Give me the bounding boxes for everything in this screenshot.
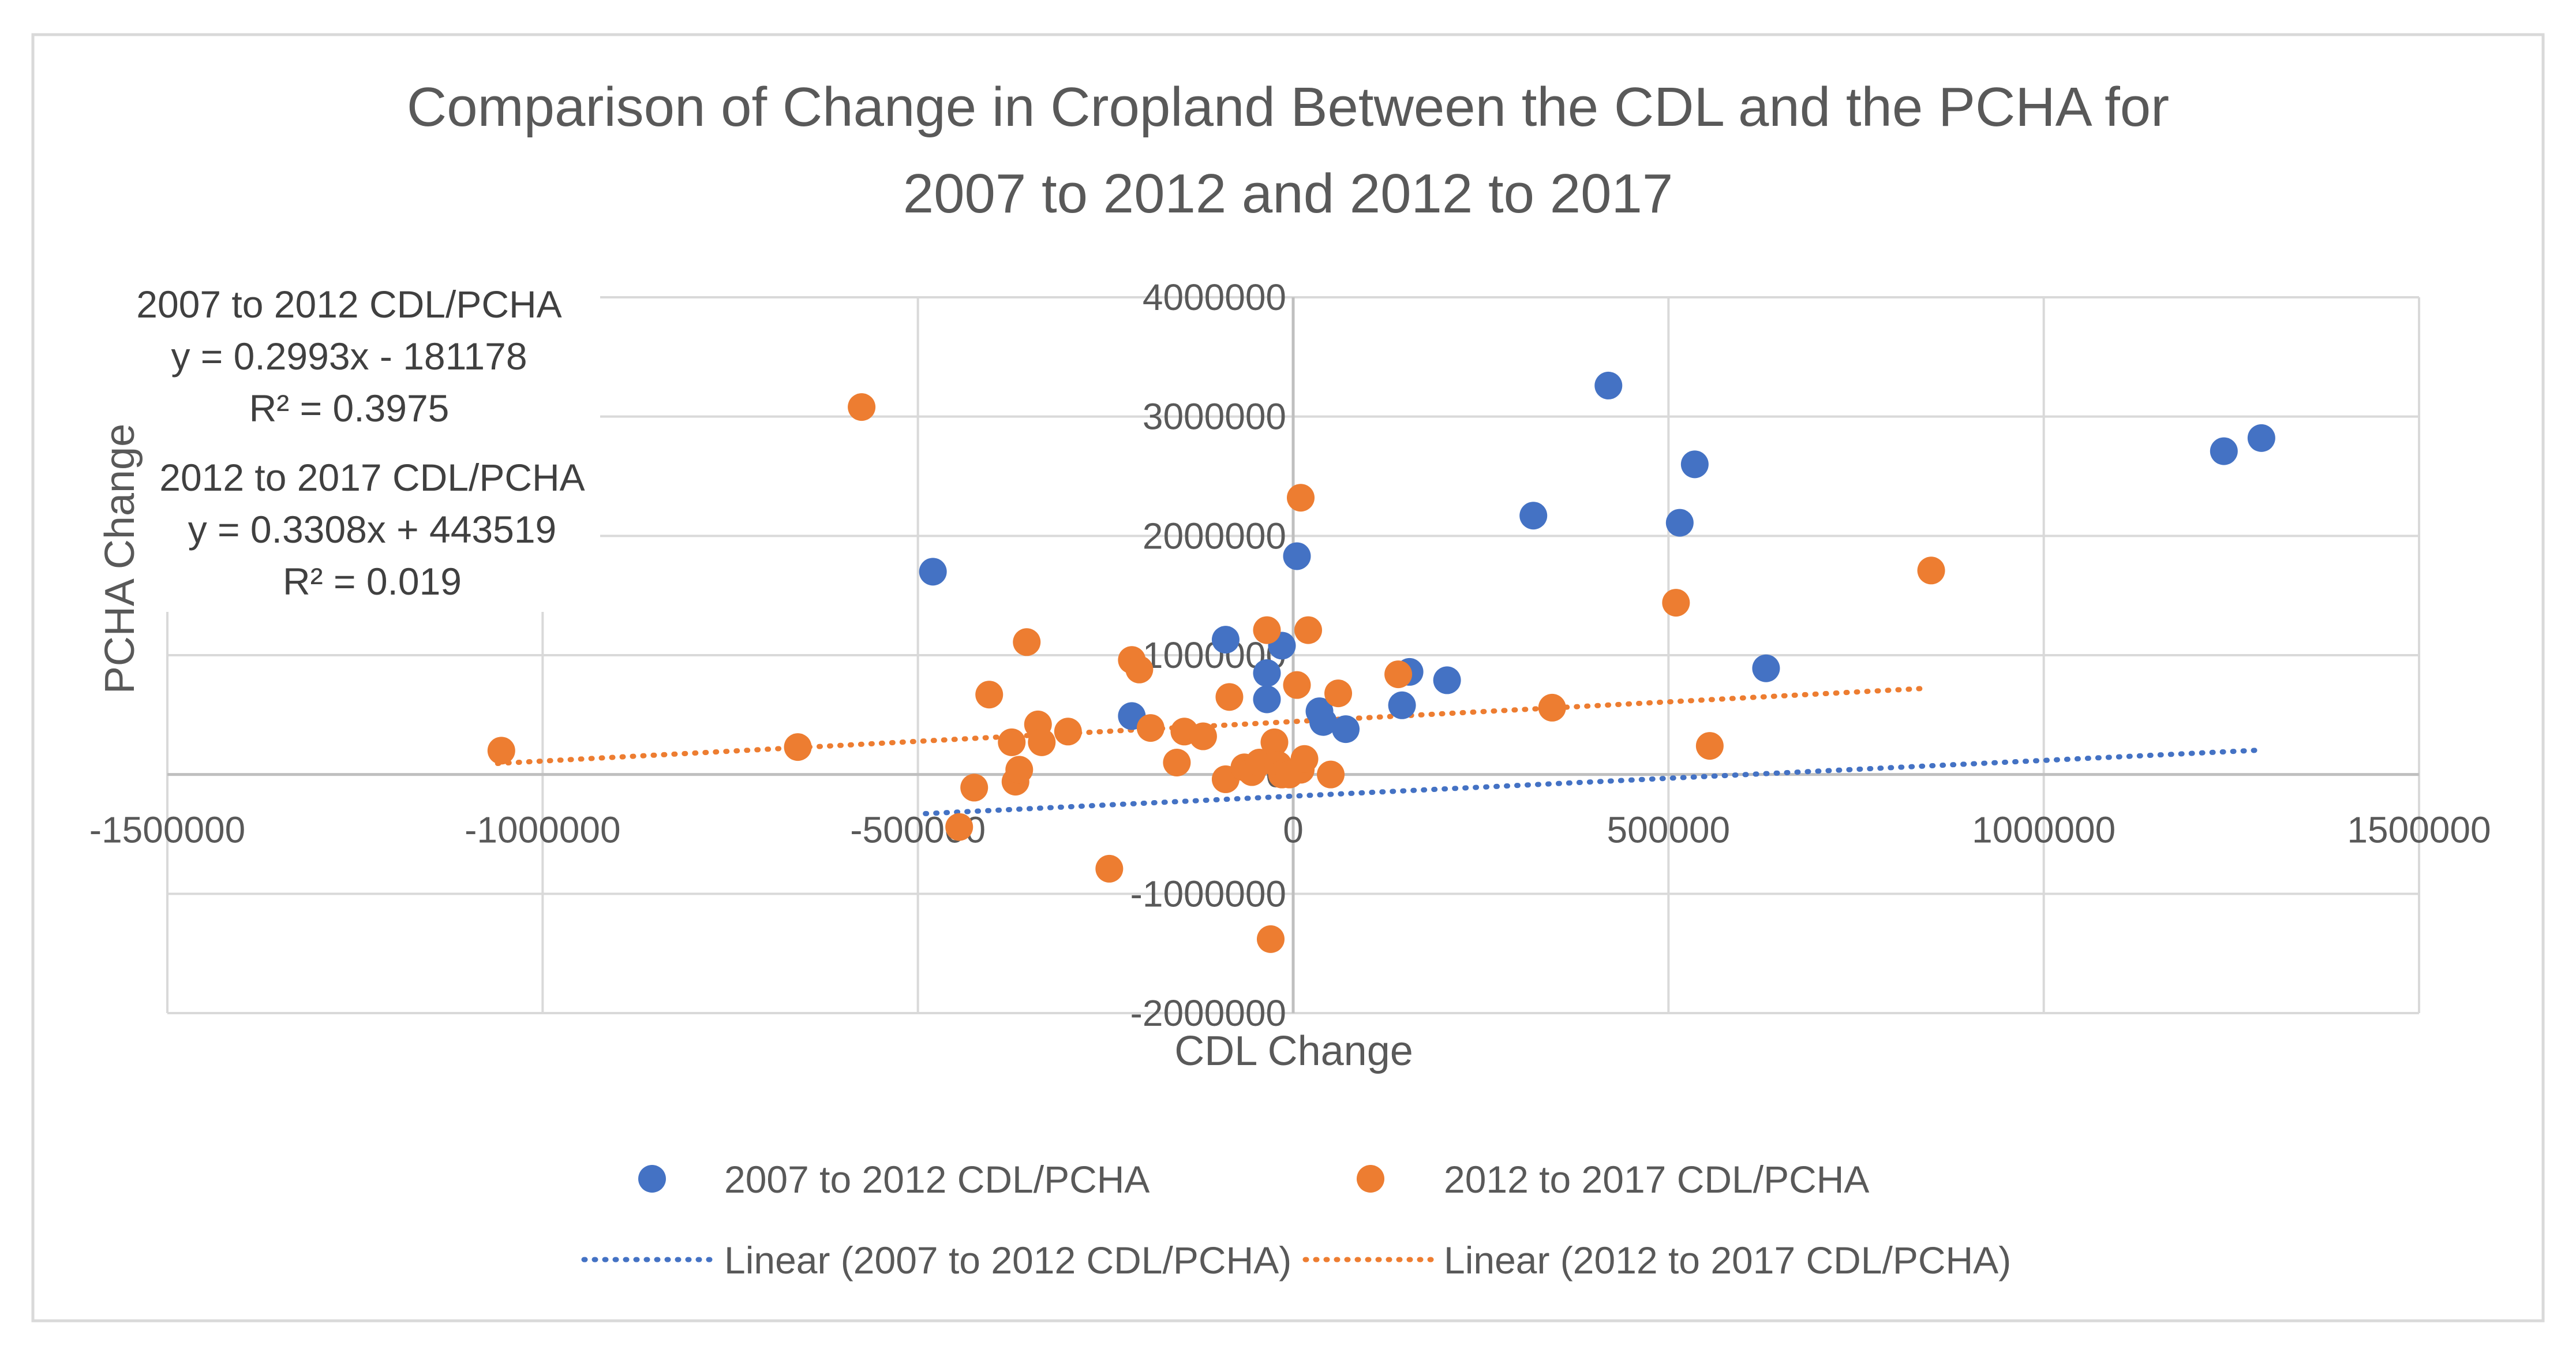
y-tick-label: 2000000 (1143, 515, 1286, 556)
data-point-series-1 (1332, 715, 1360, 744)
x-tick-label: -1500000 (89, 809, 245, 851)
data-point-series-2 (1253, 616, 1281, 644)
trendline-annotations: 2007 to 2012 CDL/PCHA y = 0.2993x - 1811… (136, 283, 585, 603)
x-tick-label: 1500000 (2347, 809, 2491, 851)
chart-title-line-1: Comparison of Change in Cropland Between… (407, 76, 2169, 138)
data-point-series-1 (1680, 450, 1709, 479)
annotation-series-2-r2: R² = 0.019 (283, 560, 462, 603)
data-point-series-2 (1662, 589, 1690, 617)
data-point-series-1 (1211, 626, 1240, 654)
legend-label-series-2: 2012 to 2017 CDL/PCHA (1444, 1158, 1869, 1201)
y-axis-label: PCHA Change (97, 424, 143, 694)
data-point-series-1 (1519, 502, 1548, 530)
data-point-series-1 (1253, 659, 1281, 687)
data-point-series-2 (945, 813, 974, 841)
legend-marker-series-2 (1357, 1165, 1384, 1193)
annotation-series-1-equation: y = 0.2993x - 181178 (171, 335, 527, 378)
data-point-series-1 (1253, 685, 1281, 714)
data-point-series-2 (1695, 732, 1724, 760)
data-points (487, 371, 2275, 953)
annotation-series-2-name: 2012 to 2017 CDL/PCHA (159, 456, 585, 499)
x-tick-label: 1000000 (1972, 809, 2116, 851)
trendline-series-1 (923, 747, 2264, 816)
data-point-series-2 (1324, 679, 1353, 708)
legend-label-trend-1: Linear (2007 to 2012 CDL/PCHA) (724, 1239, 1291, 1282)
data-point-series-2 (1290, 745, 1319, 773)
data-point-series-1 (1752, 654, 1780, 682)
y-tick-label: -2000000 (1130, 992, 1286, 1034)
data-point-series-2 (1095, 854, 1124, 883)
data-point-series-2 (1054, 718, 1082, 746)
data-point-series-2 (487, 737, 515, 765)
annotation-series-2-equation: y = 0.3308x + 443519 (188, 508, 557, 551)
data-point-series-1 (919, 558, 947, 586)
data-point-series-1 (1388, 691, 1416, 719)
data-point-series-2 (1189, 722, 1217, 750)
trendlines (495, 686, 2264, 816)
data-point-series-2 (975, 681, 1004, 709)
legend-label-trend-2: Linear (2012 to 2017 CDL/PCHA) (1444, 1239, 2011, 1282)
data-point-series-2 (1215, 683, 1244, 711)
data-point-series-2 (1917, 556, 1945, 585)
data-point-series-2 (1005, 756, 1034, 784)
chart-title-line-2: 2007 to 2012 and 2012 to 2017 (903, 163, 1673, 225)
data-point-series-2 (1125, 655, 1154, 683)
data-point-series-1 (1309, 708, 1338, 736)
y-tick-label: -1000000 (1130, 873, 1286, 914)
data-point-series-2 (784, 733, 812, 761)
legend-marker-series-1 (638, 1165, 666, 1193)
x-tick-label: 500000 (1607, 809, 1731, 851)
data-point-series-2 (1317, 760, 1345, 789)
data-point-series-2 (1294, 616, 1323, 644)
data-point-series-2 (1136, 714, 1165, 742)
data-point-series-2 (1538, 693, 1566, 722)
x-tick-label: 0 (1283, 809, 1304, 851)
y-tick-label: 4000000 (1143, 277, 1286, 318)
data-point-series-2 (1283, 671, 1311, 699)
data-point-series-1 (1665, 509, 1694, 537)
annotation-background (92, 277, 600, 612)
data-point-series-1 (2210, 437, 2238, 465)
data-point-series-1 (1283, 542, 1311, 570)
trendline-series-2 (495, 686, 1923, 766)
data-point-series-2 (998, 728, 1026, 756)
data-point-series-2 (1013, 628, 1041, 656)
data-point-series-2 (1028, 728, 1056, 756)
data-point-series-2 (1287, 484, 1315, 512)
data-point-series-2 (960, 774, 989, 802)
x-axis-label: CDL Change (1174, 1028, 1413, 1074)
data-point-series-1 (1433, 666, 1461, 694)
x-tick-label: -1000000 (465, 809, 620, 851)
tick-labels: -2000000 -1000000 0 1000000 2000000 3000000 40… (89, 277, 2491, 1034)
legend-label-series-1: 2007 to 2012 CDL/PCHA (724, 1158, 1150, 1201)
data-point-series-2 (1384, 660, 1413, 689)
data-point-series-2 (1163, 749, 1191, 776)
data-point-series-2 (848, 393, 876, 421)
y-tick-label: 3000000 (1143, 396, 1286, 438)
annotation-series-1-r2: R² = 0.3975 (249, 387, 450, 429)
data-point-series-2 (1256, 925, 1285, 953)
data-point-series-1 (1594, 371, 1623, 399)
data-point-series-2 (1260, 728, 1289, 756)
legend: 2007 to 2012 CDL/PCHA 2012 to 2017 CDL/P… (581, 1158, 2011, 1282)
data-point-series-1 (2247, 424, 2275, 452)
annotation-series-1-name: 2007 to 2012 CDL/PCHA (136, 283, 561, 326)
